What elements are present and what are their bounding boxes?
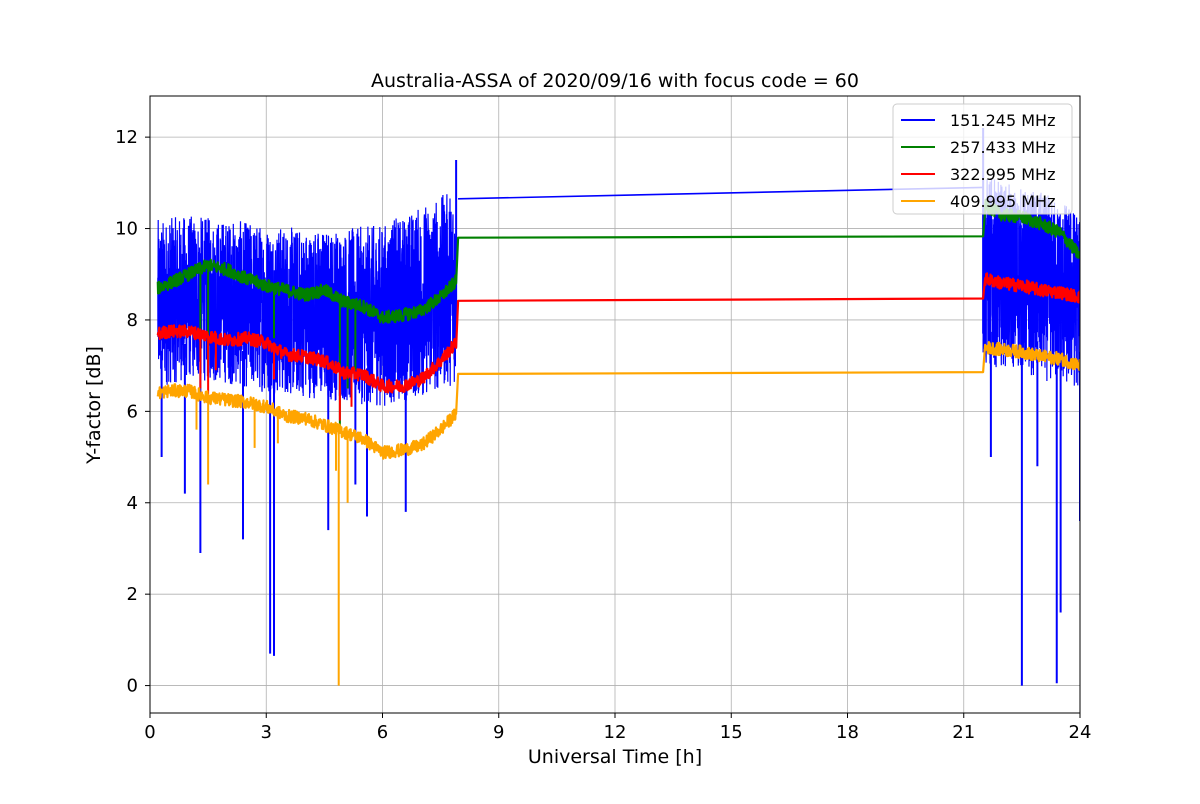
y-tick-label: 2 (127, 584, 138, 605)
plot-area (156, 127, 1080, 686)
y-tick-label: 4 (127, 493, 138, 514)
legend-label: 257.433 MHz (950, 138, 1055, 157)
legend: 151.245 MHz 257.433 MHz 322.995 MHz 409.995… (892, 103, 1073, 215)
grid (149, 96, 1081, 713)
x-tick-label: 18 (836, 722, 859, 743)
series-group (156, 127, 1080, 686)
legend-label: 151.245 MHz (950, 111, 1055, 130)
x-tick-label: 9 (493, 722, 504, 743)
y-tick-label: 0 (127, 676, 138, 697)
series-line-409-995-mhz (156, 341, 1080, 460)
series-line-257-433-mhz (156, 198, 1080, 324)
x-axis-title: Universal Time [h] (528, 746, 702, 768)
x-tick-label: 0 (144, 722, 155, 743)
x-tick-label: 21 (952, 722, 975, 743)
x-tick-label: 12 (604, 722, 627, 743)
x-tick-label: 24 (1069, 722, 1092, 743)
x-tick-label: 15 (720, 722, 743, 743)
y-tick-label: 12 (115, 127, 138, 148)
legend-label: 322.995 MHz (950, 165, 1055, 184)
x-tick-label: 3 (261, 722, 272, 743)
legend-box (892, 103, 1073, 215)
series-line-322-995-mhz (156, 272, 1080, 394)
y-tick-label: 8 (127, 310, 138, 331)
legend-label: 409.995 MHz (950, 192, 1055, 211)
y-tick-label: 6 (127, 401, 138, 422)
y-axis-title: Y-factor [dB] (83, 346, 105, 465)
chart-title: Australia-ASSA of 2020/09/16 with focus … (371, 70, 859, 92)
y-tick-label: 10 (115, 219, 138, 240)
x-tick-label: 6 (377, 722, 388, 743)
